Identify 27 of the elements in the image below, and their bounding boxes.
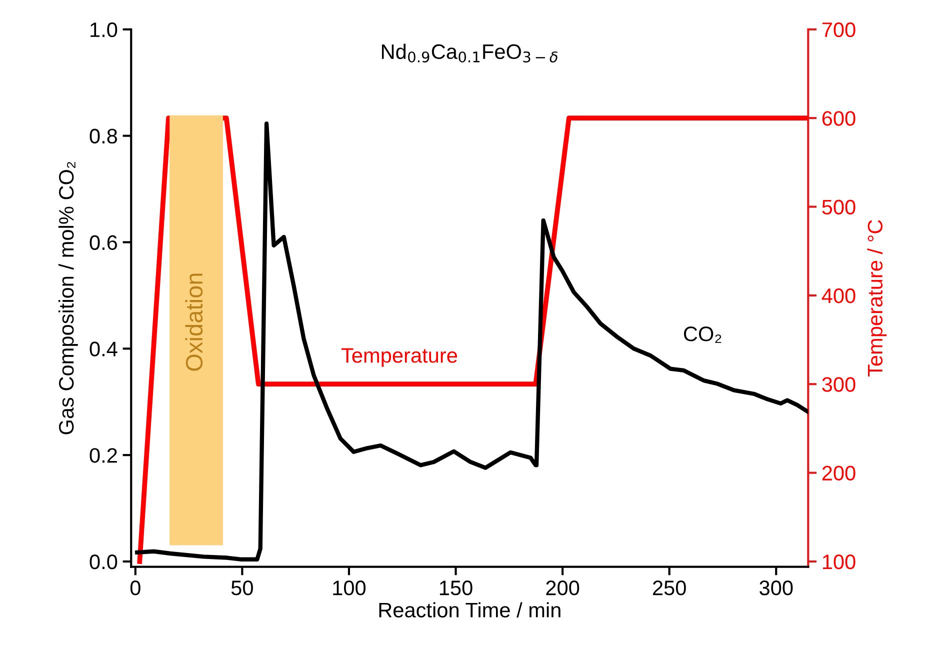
y2-tick-label: 400 <box>822 288 856 304</box>
y2-tick-label: 500 <box>822 200 856 215</box>
y-tick-label: 1.0 <box>90 22 118 38</box>
x-tick-label: 300 <box>760 580 793 596</box>
y2-tick-label: 100 <box>822 554 856 570</box>
series-label: CO₂ <box>684 326 722 343</box>
y2-tick-label: 600 <box>822 111 856 126</box>
y-tick-label: 0.4 <box>90 342 118 356</box>
x-tick-label: 100 <box>333 580 366 596</box>
series-label: Temperature <box>341 348 458 367</box>
x-tick-label: 200 <box>546 580 580 596</box>
y2-axis-title: Temperature / °C <box>867 220 887 376</box>
y-tick-label: 0.6 <box>90 235 118 250</box>
y2-tick-label: 200 <box>822 466 856 481</box>
text: Nd$_{0.9}$Ca$_{0.1}$FeO$_{3−δ}$ <box>382 44 558 62</box>
x-tick-label: 250 <box>653 580 686 596</box>
x-axis-title: Reaction Time / min <box>379 602 560 618</box>
y-axis-title: Gas Composition / mol% CO₂ <box>58 162 78 434</box>
x-tick-label: 0 <box>130 580 140 596</box>
y-tick-label: 0.2 <box>90 448 117 463</box>
y2-tick-label: 700 <box>822 22 856 38</box>
y2-tick-label: 300 <box>822 377 856 392</box>
x-tick-label: 50 <box>231 580 253 596</box>
band-label: Oxidation <box>185 274 203 371</box>
y-tick-label: 0.0 <box>90 554 118 570</box>
x-tick-label: 150 <box>440 580 472 596</box>
y-tick-label: 0.8 <box>90 128 118 144</box>
